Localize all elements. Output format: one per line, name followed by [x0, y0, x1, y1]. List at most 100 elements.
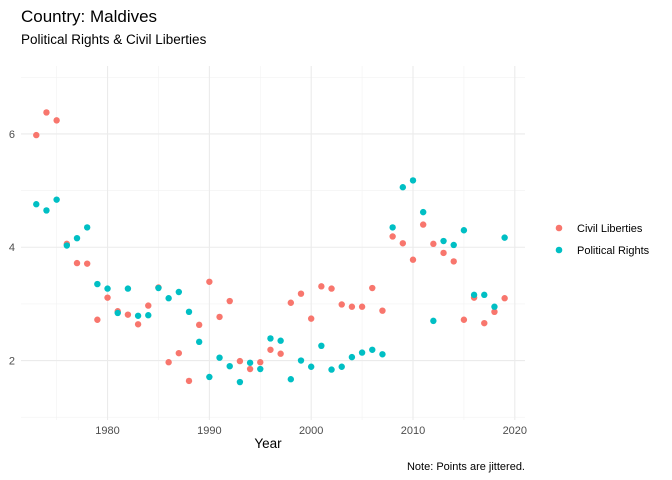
point-civil-liberties: [124, 311, 132, 318]
point-civil-liberties: [165, 359, 172, 366]
point-political-rights: [83, 224, 91, 231]
legend-key-political-rights: [555, 246, 563, 254]
point-political-rights: [318, 342, 325, 350]
point-political-rights: [63, 242, 71, 249]
point-political-rights: [338, 363, 345, 370]
point-political-rights: [226, 362, 233, 370]
chart-subtitle: Political Rights & Civil Liberties: [21, 32, 207, 47]
point-political-rights: [134, 312, 142, 319]
point-civil-liberties: [83, 260, 91, 267]
chart-title: Country: Maldives: [21, 7, 157, 26]
point-political-rights: [501, 234, 508, 241]
point-civil-liberties: [491, 308, 498, 316]
point-political-rights: [307, 363, 315, 370]
point-civil-liberties: [297, 290, 305, 297]
point-political-rights: [94, 280, 101, 288]
point-civil-liberties: [33, 131, 40, 139]
point-civil-liberties: [409, 256, 417, 263]
y-tick-label: 6: [9, 129, 15, 141]
point-political-rights: [430, 317, 437, 325]
point-political-rights: [369, 346, 376, 353]
point-political-rights: [246, 359, 254, 366]
point-political-rights: [73, 234, 81, 242]
point-political-rights: [206, 373, 213, 381]
point-political-rights: [155, 284, 162, 292]
point-political-rights: [328, 366, 335, 373]
point-civil-liberties: [43, 109, 50, 116]
point-political-rights: [379, 351, 386, 358]
point-civil-liberties: [419, 221, 427, 228]
point-political-rights: [440, 237, 447, 245]
point-civil-liberties: [246, 365, 254, 373]
point-civil-liberties: [175, 349, 183, 357]
point-political-rights: [287, 376, 295, 383]
x-tick-label: 2020: [503, 425, 527, 437]
point-civil-liberties: [236, 357, 244, 365]
point-political-rights: [277, 337, 284, 344]
point-civil-liberties: [460, 316, 468, 323]
point-political-rights: [145, 312, 152, 319]
data-points: [33, 109, 508, 386]
point-civil-liberties: [206, 278, 213, 285]
legend-label-civil-liberties: Civil Liberties: [577, 223, 643, 235]
legend-key-civil-liberties: [555, 224, 563, 232]
axis-ticks: 1980 1990 2000 2010 2020 2 4 6: [9, 129, 527, 437]
point-civil-liberties: [216, 313, 223, 321]
point-civil-liberties: [134, 321, 142, 328]
point-civil-liberties: [287, 299, 295, 306]
point-civil-liberties: [145, 302, 152, 309]
point-civil-liberties: [338, 301, 345, 308]
y-tick-label: 4: [9, 242, 15, 254]
point-political-rights: [124, 285, 132, 292]
point-civil-liberties: [369, 284, 376, 292]
y-tick-label: 2: [9, 356, 15, 368]
point-political-rights: [195, 338, 203, 346]
point-civil-liberties: [104, 294, 111, 301]
point-civil-liberties: [185, 377, 193, 385]
point-political-rights: [257, 365, 264, 373]
x-tick-label: 1980: [95, 425, 119, 437]
point-civil-liberties: [53, 117, 60, 124]
point-civil-liberties: [348, 303, 356, 310]
point-civil-liberties: [73, 259, 81, 267]
point-political-rights: [399, 184, 407, 191]
point-political-rights: [358, 349, 366, 356]
point-civil-liberties: [226, 297, 233, 305]
point-civil-liberties: [389, 233, 396, 240]
point-political-rights: [481, 291, 488, 299]
point-political-rights: [348, 353, 356, 361]
legend: Civil Liberties Political Rights: [555, 223, 650, 257]
point-civil-liberties: [379, 307, 386, 314]
point-civil-liberties: [358, 303, 366, 310]
point-political-rights: [460, 227, 468, 234]
point-political-rights: [185, 308, 193, 316]
point-political-rights: [216, 354, 223, 361]
point-political-rights: [114, 309, 121, 317]
point-political-rights: [267, 335, 274, 342]
legend-label-political-rights: Political Rights: [577, 245, 650, 257]
point-political-rights: [470, 291, 478, 299]
x-tick-label: 1990: [197, 425, 221, 437]
point-political-rights: [297, 357, 305, 364]
point-civil-liberties: [318, 283, 325, 290]
point-civil-liberties: [195, 321, 203, 329]
point-civil-liberties: [399, 240, 407, 247]
point-civil-liberties: [481, 319, 488, 327]
point-political-rights: [236, 378, 244, 386]
point-political-rights: [450, 241, 457, 249]
point-political-rights: [165, 295, 172, 302]
point-civil-liberties: [257, 359, 264, 366]
point-political-rights: [419, 208, 427, 216]
chart-caption: Note: Points are jittered.: [407, 461, 525, 473]
x-tick-label: 2010: [401, 425, 425, 437]
point-political-rights: [175, 288, 183, 296]
point-civil-liberties: [307, 315, 315, 322]
point-political-rights: [33, 201, 40, 208]
point-political-rights: [53, 196, 60, 203]
point-civil-liberties: [267, 346, 274, 353]
point-civil-liberties: [277, 350, 284, 357]
point-political-rights: [43, 207, 50, 214]
point-civil-liberties: [94, 316, 101, 323]
point-civil-liberties: [430, 240, 437, 248]
